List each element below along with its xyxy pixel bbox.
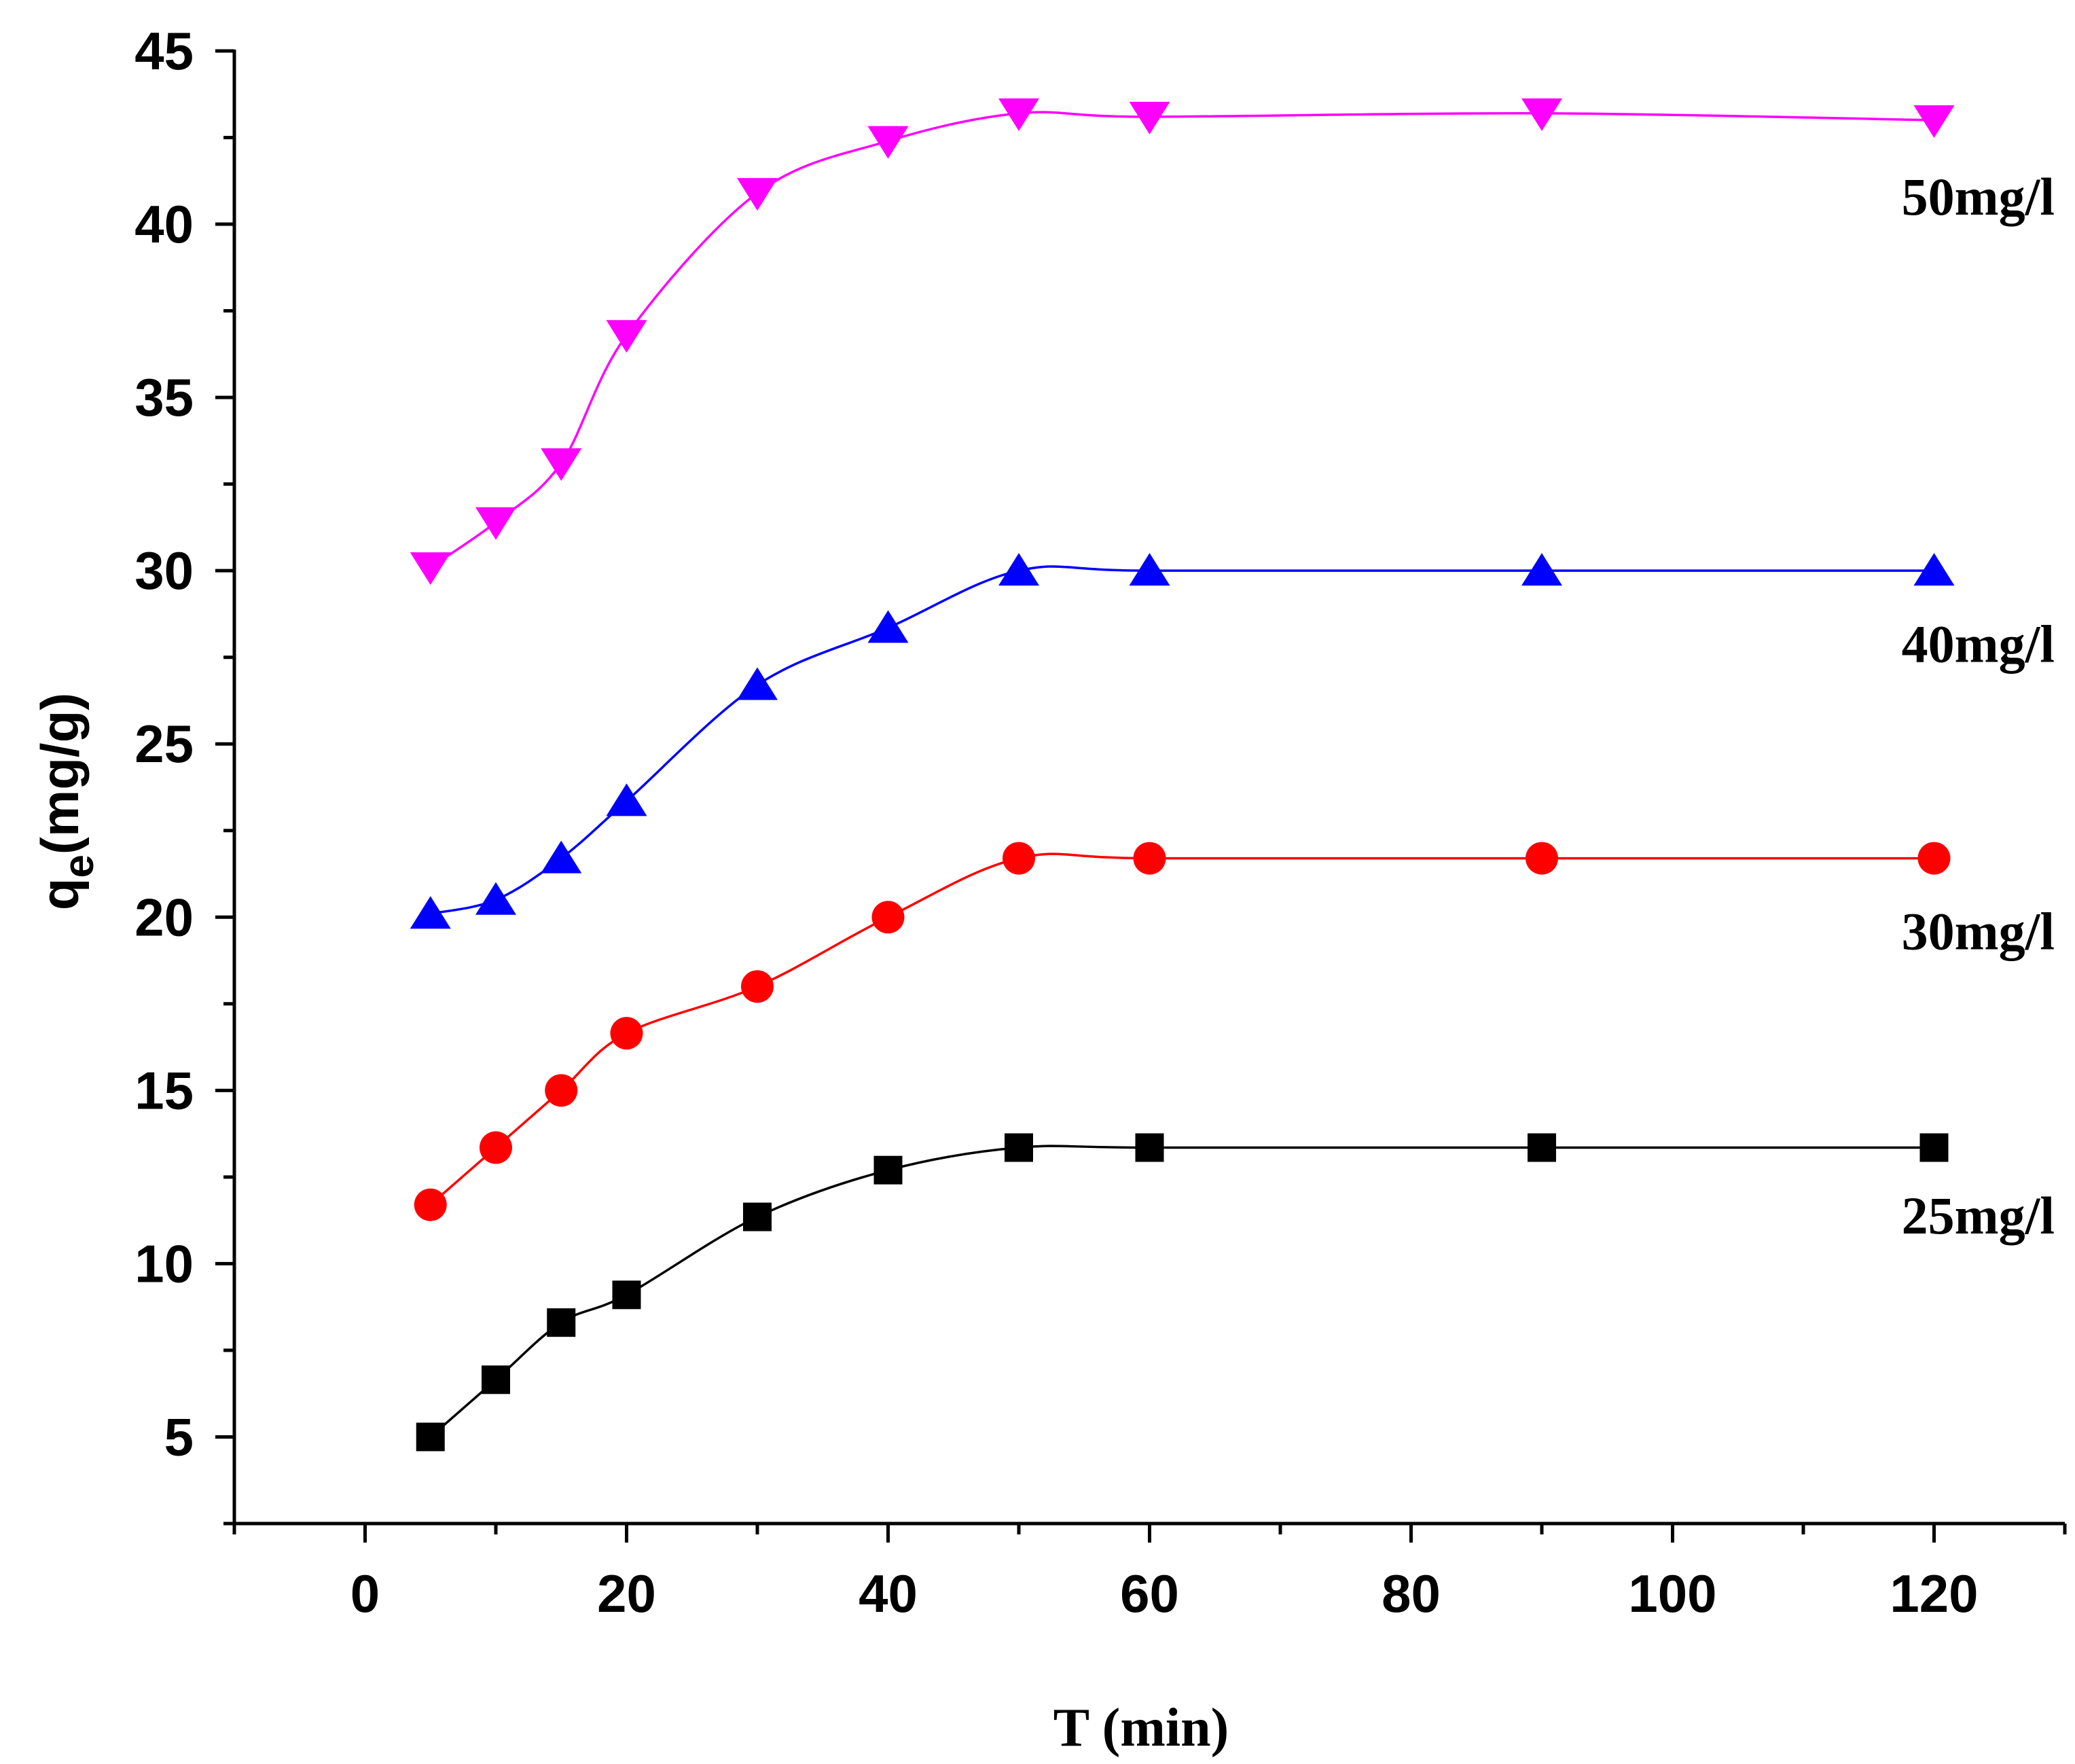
data-point-25mgl xyxy=(1528,1133,1556,1162)
y-tick-label: 45 xyxy=(134,21,194,81)
y-axis-title-rest: (mg/g) xyxy=(30,693,90,854)
data-point-40mgl xyxy=(1913,553,1955,586)
data-point-50mgl xyxy=(998,98,1039,131)
y-tick-label: 30 xyxy=(134,541,194,600)
data-point-30mgl xyxy=(610,1017,643,1050)
data-point-30mgl xyxy=(414,1188,447,1221)
data-point-40mgl xyxy=(606,783,647,816)
data-point-30mgl xyxy=(1917,842,1951,875)
data-point-40mgl xyxy=(1129,553,1170,586)
y-tick-label: 35 xyxy=(134,367,194,427)
y-axis-title: qe(mg/g) xyxy=(30,693,103,910)
data-point-25mgl xyxy=(1919,1133,1949,1162)
fit-curve-30mgl xyxy=(429,852,1934,1206)
data-point-50mgl xyxy=(410,552,451,586)
data-markers xyxy=(410,98,1955,1452)
data-point-25mgl xyxy=(612,1280,641,1310)
y-axis-title-base: q xyxy=(30,878,90,911)
data-point-25mgl xyxy=(1005,1133,1033,1162)
data-point-30mgl xyxy=(545,1074,578,1107)
y-tick-label: 10 xyxy=(134,1234,194,1293)
data-point-50mgl xyxy=(867,126,909,159)
series-labels: 25mg/l 30mg/l 40mg/l 50mg/l xyxy=(1902,167,2055,1245)
fit-curve-50mgl xyxy=(429,111,1934,569)
data-point-25mgl xyxy=(1135,1133,1164,1162)
y-tick-label: 15 xyxy=(134,1060,194,1120)
data-point-50mgl xyxy=(606,320,647,353)
y-tick-label: 40 xyxy=(134,194,194,254)
data-point-25mgl xyxy=(873,1155,903,1185)
data-point-50mgl xyxy=(1521,98,1562,131)
x-tick-label: 20 xyxy=(597,1564,656,1623)
y-axis-title-subscript: e xyxy=(56,854,103,878)
data-point-25mgl xyxy=(416,1422,445,1452)
data-point-25mgl xyxy=(547,1308,576,1337)
y-tick-label: 5 xyxy=(164,1407,194,1466)
data-point-50mgl xyxy=(1913,105,1955,139)
fit-curve-40mgl xyxy=(430,565,1934,915)
data-point-40mgl xyxy=(410,896,451,929)
data-point-25mgl xyxy=(743,1202,772,1231)
data-point-40mgl xyxy=(541,840,582,874)
data-point-40mgl xyxy=(998,553,1039,586)
data-point-30mgl xyxy=(871,901,905,934)
data-point-30mgl xyxy=(741,970,774,1003)
x-tick-label: 40 xyxy=(859,1564,918,1623)
data-point-30mgl xyxy=(1003,842,1035,875)
data-point-30mgl xyxy=(480,1131,512,1164)
data-point-50mgl xyxy=(1129,101,1170,134)
x-tick-label: 100 xyxy=(1628,1564,1716,1623)
x-tick-label: 0 xyxy=(350,1564,380,1623)
data-point-30mgl xyxy=(1133,842,1166,875)
series-label-40mgl: 40mg/l xyxy=(1902,614,2055,673)
x-tick-label: 60 xyxy=(1120,1564,1179,1623)
data-point-40mgl xyxy=(475,882,516,915)
data-point-50mgl xyxy=(475,507,516,540)
y-tick-label: 25 xyxy=(134,714,194,774)
data-point-50mgl xyxy=(737,178,778,211)
data-point-40mgl xyxy=(1521,553,1562,586)
data-point-50mgl xyxy=(541,448,582,482)
x-tick-label: 120 xyxy=(1890,1564,1978,1623)
fit-curves xyxy=(429,111,1934,1438)
series-label-25mgl: 25mg/l xyxy=(1902,1186,2055,1245)
series-label-30mgl: 30mg/l xyxy=(1902,902,2055,961)
y-tick-label: 20 xyxy=(134,887,194,947)
series-label-50mgl: 50mg/l xyxy=(1902,167,2055,226)
data-point-25mgl xyxy=(482,1365,510,1394)
axes: 0 20 40 60 80 100 120 5 10 15 20 25 30 35 40 45 xyxy=(134,21,2067,1623)
data-point-30mgl xyxy=(1526,842,1558,875)
fit-curve-25mgl xyxy=(429,1145,1934,1438)
x-tick-label: 80 xyxy=(1382,1564,1441,1623)
data-point-40mgl xyxy=(867,610,909,643)
data-point-40mgl xyxy=(737,667,778,700)
x-axis-title: T (min) xyxy=(1053,1698,1229,1758)
